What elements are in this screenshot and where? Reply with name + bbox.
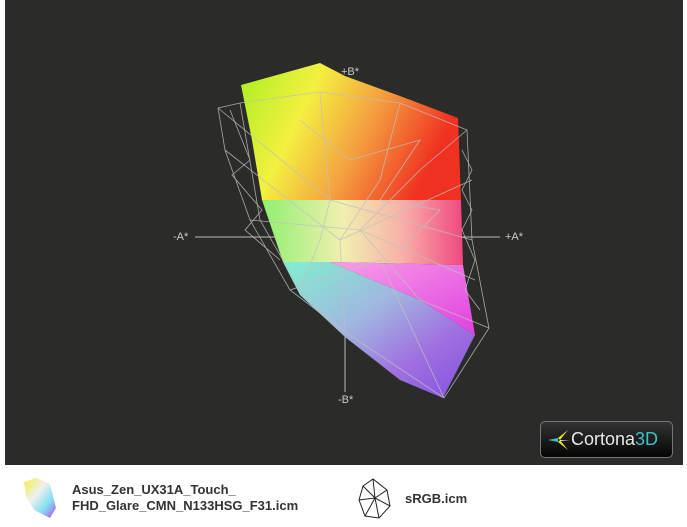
wireframe-gamut <box>217 91 490 399</box>
axis-label-plus-a: +A* <box>505 231 524 243</box>
wireframe-gamut-icon <box>358 478 391 519</box>
3d-viewer[interactable]: +B* -B* -A* +A* <box>5 0 683 465</box>
logo-text: Cortona3D <box>571 429 659 449</box>
axis-label-plus-b: +B* <box>341 66 360 78</box>
legend-label: sRGB.icm <box>405 491 468 506</box>
axis-label-minus-a: -A* <box>173 231 189 243</box>
axis-label-minus-b: -B* <box>338 394 354 406</box>
legend-label: Asus_Zen_UX31A_Touch_ FHD_Glare_CMN_N133… <box>72 482 299 513</box>
cortona-star-icon <box>548 430 570 450</box>
solid-gamut <box>241 63 475 398</box>
solid-gamut-icon <box>24 478 56 518</box>
cortona3d-logo[interactable]: Cortona3D <box>540 421 673 458</box>
legend-item-srgb: sRGB.icm <box>357 478 467 520</box>
legend-item-asus: Asus_Zen_UX31A_Touch_ FHD_Glare_CMN_N133… <box>22 478 298 518</box>
gamut-plot <box>195 63 500 399</box>
